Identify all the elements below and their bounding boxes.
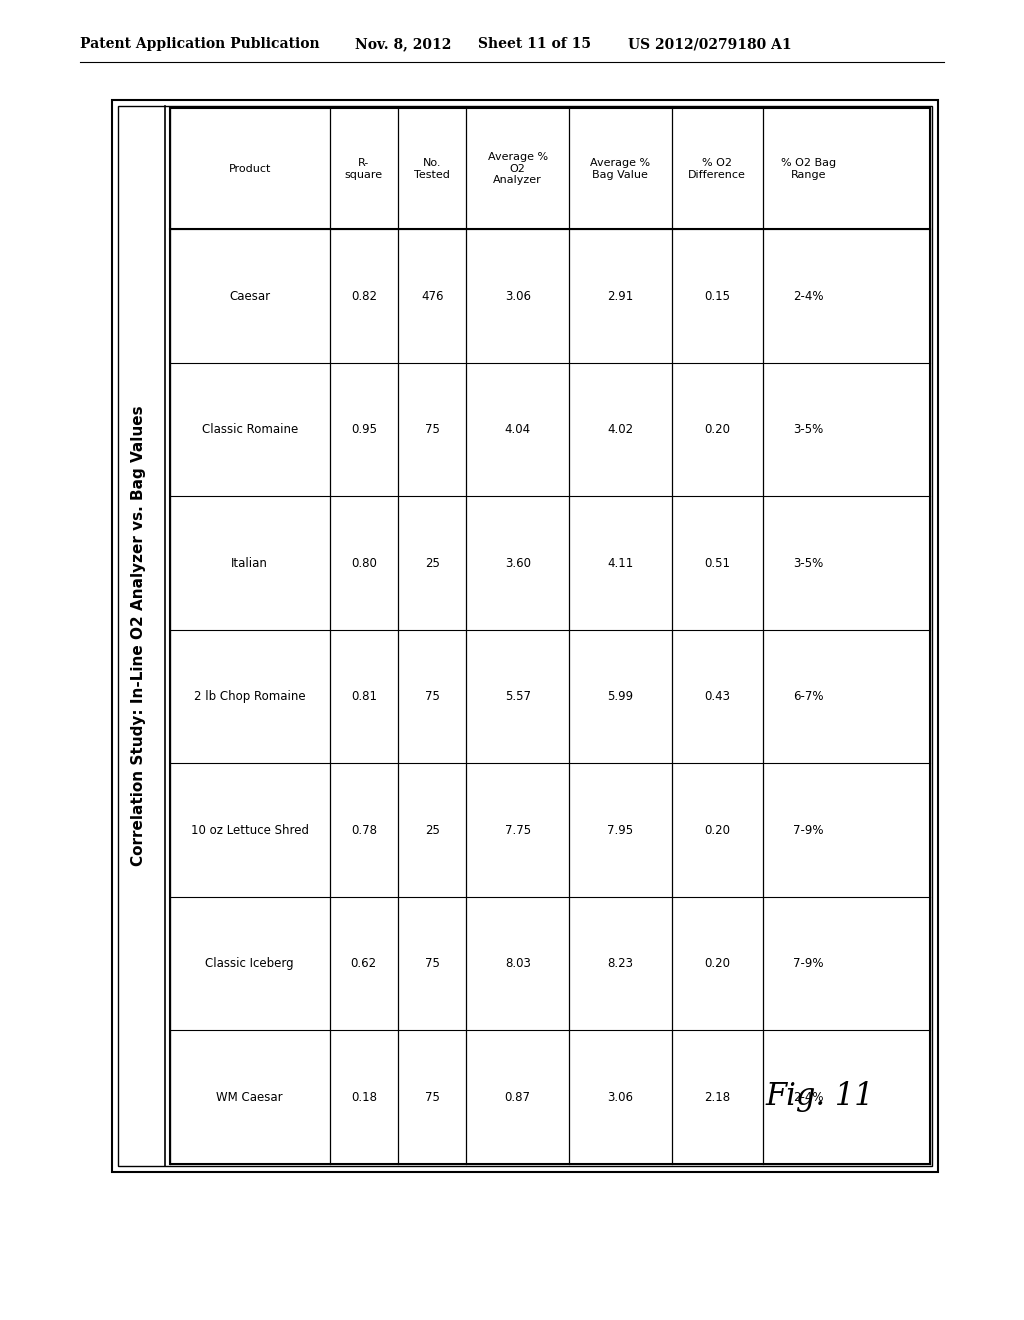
Bar — [118, 106, 932, 1166]
Text: 2-4%: 2-4% — [794, 289, 823, 302]
Text: 7.75: 7.75 — [505, 824, 530, 837]
Text: Fig. 11: Fig. 11 — [766, 1081, 874, 1113]
Text: 4.11: 4.11 — [607, 557, 634, 570]
Text: 10 oz Lettuce Shred: 10 oz Lettuce Shred — [190, 824, 309, 837]
Text: 2-4%: 2-4% — [794, 1090, 823, 1104]
Text: 7-9%: 7-9% — [794, 957, 823, 970]
Text: Nov. 8, 2012: Nov. 8, 2012 — [355, 37, 452, 51]
Text: 8.23: 8.23 — [607, 957, 633, 970]
Text: Patent Application Publication: Patent Application Publication — [80, 37, 319, 51]
Text: WM Caesar: WM Caesar — [216, 1090, 283, 1104]
Text: Classic Romaine: Classic Romaine — [202, 424, 298, 436]
Text: 5.57: 5.57 — [505, 690, 530, 704]
Text: Correlation Study: In-Line O2 Analyzer vs. Bag Values: Correlation Study: In-Line O2 Analyzer v… — [131, 405, 146, 866]
Text: 3-5%: 3-5% — [794, 424, 823, 436]
Text: 4.04: 4.04 — [505, 424, 530, 436]
Text: R-
square: R- square — [345, 158, 383, 180]
Text: Product: Product — [228, 164, 271, 174]
Text: 75: 75 — [425, 424, 439, 436]
Text: 7.95: 7.95 — [607, 824, 634, 837]
Text: Average %
Bag Value: Average % Bag Value — [590, 158, 650, 180]
Text: 0.20: 0.20 — [705, 957, 730, 970]
Text: 25: 25 — [425, 824, 439, 837]
Text: 0.80: 0.80 — [351, 557, 377, 570]
Text: Average %
O2
Analyzer: Average % O2 Analyzer — [487, 152, 548, 185]
Text: % O2
Difference: % O2 Difference — [688, 158, 746, 180]
Text: 0.87: 0.87 — [505, 1090, 530, 1104]
Text: Classic Iceberg: Classic Iceberg — [206, 957, 294, 970]
Text: Italian: Italian — [231, 557, 268, 570]
Text: 75: 75 — [425, 690, 439, 704]
Text: % O2 Bag
Range: % O2 Bag Range — [781, 158, 836, 180]
Text: 7-9%: 7-9% — [794, 824, 823, 837]
Text: US 2012/0279180 A1: US 2012/0279180 A1 — [628, 37, 792, 51]
Text: 0.15: 0.15 — [705, 289, 730, 302]
Text: 2.18: 2.18 — [705, 1090, 730, 1104]
Text: 0.20: 0.20 — [705, 424, 730, 436]
Text: 0.18: 0.18 — [351, 1090, 377, 1104]
Text: 0.20: 0.20 — [705, 824, 730, 837]
Text: 476: 476 — [421, 289, 443, 302]
Text: 3-5%: 3-5% — [794, 557, 823, 570]
Text: 6-7%: 6-7% — [794, 690, 823, 704]
Text: 0.78: 0.78 — [351, 824, 377, 837]
Text: 2 lb Chop Romaine: 2 lb Chop Romaine — [194, 690, 305, 704]
Text: 3.06: 3.06 — [505, 289, 530, 302]
Text: 75: 75 — [425, 1090, 439, 1104]
Text: 0.82: 0.82 — [351, 289, 377, 302]
Text: 4.02: 4.02 — [607, 424, 634, 436]
Text: 75: 75 — [425, 957, 439, 970]
Bar — [112, 100, 938, 1172]
Text: 0.62: 0.62 — [351, 957, 377, 970]
Text: 0.95: 0.95 — [351, 424, 377, 436]
Text: 8.03: 8.03 — [505, 957, 530, 970]
Text: 25: 25 — [425, 557, 439, 570]
Text: 5.99: 5.99 — [607, 690, 634, 704]
Text: 3.06: 3.06 — [607, 1090, 633, 1104]
Text: 0.51: 0.51 — [705, 557, 730, 570]
Text: No.
Tested: No. Tested — [415, 158, 451, 180]
Text: 2.91: 2.91 — [607, 289, 634, 302]
Text: 0.81: 0.81 — [351, 690, 377, 704]
Bar — [170, 108, 930, 1164]
Text: 0.43: 0.43 — [705, 690, 730, 704]
Text: Caesar: Caesar — [229, 289, 270, 302]
Text: 3.60: 3.60 — [505, 557, 530, 570]
Text: Sheet 11 of 15: Sheet 11 of 15 — [478, 37, 591, 51]
